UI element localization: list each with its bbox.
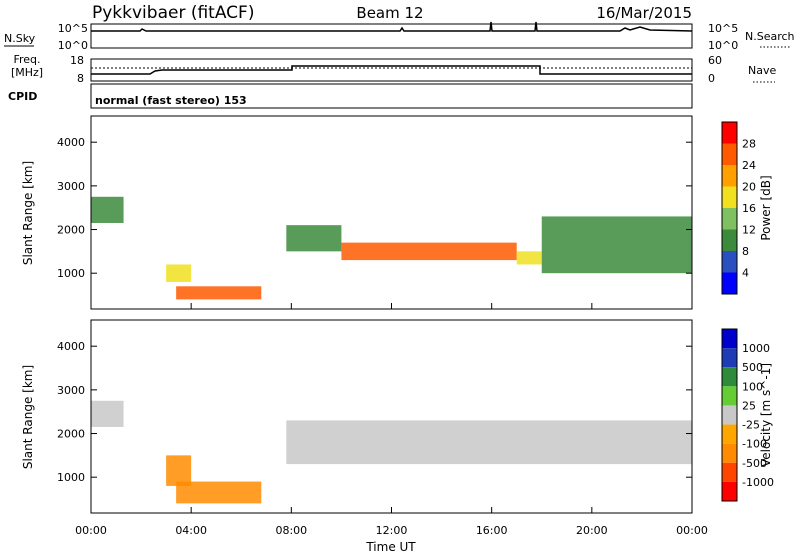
nave-tick-low: 0 [708, 72, 715, 85]
power-colorbar: 28 24 20 16 12 8 4 [722, 122, 756, 294]
power-colorbar-frame [721, 121, 738, 295]
velocity-colorbar-tick: -500 [742, 457, 767, 470]
velocity-colorbar-swatch [722, 367, 737, 387]
power-colorbar-tick: 16 [742, 202, 756, 215]
y-tick-label: 2000 [57, 224, 85, 237]
velocity-colorbar-tick: -100 [742, 438, 767, 451]
velocity-colorbar-swatch [722, 329, 737, 349]
power-y-axis-label: Slant Range [km] [21, 161, 35, 265]
power-echo-band [176, 286, 262, 300]
power-colorbar-label: Power [dB] [759, 175, 773, 240]
cpid-label: CPID [8, 90, 37, 103]
velocity-colorbar-tick: -25 [742, 419, 760, 432]
power-colorbar-tick: 8 [742, 245, 749, 258]
freq-tick-high: 18 [70, 54, 84, 67]
freq-panel-frame [90, 58, 693, 82]
power-colorbar-tick: 4 [742, 267, 749, 280]
power-y-axis: 1000 2000 3000 4000 [57, 136, 692, 280]
power-colorbar-tick: 28 [742, 138, 756, 151]
noise-panel-frame [90, 23, 693, 49]
power-colorbar-swatch [722, 143, 737, 165]
velocity-y-axis-label: Slant Range [km] [21, 365, 35, 469]
cpid-panel-frame [90, 83, 693, 109]
noise-tick-right-high: 10^5 [708, 22, 738, 35]
velocity-colorbar-swatch [722, 348, 737, 368]
velocity-echo-band [176, 481, 262, 504]
nsky-trace [91, 21, 693, 32]
velocity-colorbar-tick: -1000 [742, 476, 774, 489]
freq-unit-label: [MHz] [11, 66, 43, 79]
velocity-colorbar-swatch [722, 462, 737, 482]
velocity-echo-band [91, 400, 124, 427]
beam-label: Beam 12 [356, 4, 423, 22]
cpid-text: normal (fast stereo) 153 [95, 94, 247, 107]
power-panel: 1000 2000 3000 4000 Slant Range [km] [21, 115, 693, 310]
noise-tick-left-low: 10^0 [58, 39, 88, 52]
velocity-colorbar-tick: 100 [742, 380, 763, 393]
velocity-colorbar-swatch [722, 424, 737, 444]
power-colorbar-swatch [722, 208, 737, 230]
power-echo-band [341, 242, 517, 261]
velocity-echo-layer [91, 400, 692, 504]
freq-label: Freq. [13, 53, 40, 66]
power-colorbar-tick: 12 [742, 224, 756, 237]
velocity-y-axis: 1000 2000 3000 4000 [57, 340, 692, 484]
nsky-label: N.Sky [4, 32, 36, 45]
velocity-colorbar-tick: 500 [742, 361, 763, 374]
date-label: 16/Mar/2015 [596, 4, 692, 22]
power-colorbar-swatch [722, 251, 737, 273]
power-echo-layer [91, 196, 692, 300]
velocity-echo-band [286, 420, 692, 465]
freq-trace [91, 65, 692, 75]
freq-tick-low: 8 [77, 72, 84, 85]
velocity-colorbar-swatch [722, 405, 737, 425]
velocity-colorbar-tick: 1000 [742, 342, 770, 355]
power-colorbar-tick: 20 [742, 181, 756, 194]
power-colorbar-swatch [722, 229, 737, 251]
x-tick-label: 08:00 [275, 524, 307, 537]
power-colorbar-swatch [722, 165, 737, 187]
power-colorbar-swatch [722, 272, 737, 294]
power-colorbar-tick: 24 [742, 159, 756, 172]
velocity-colorbar: 1000 500 100 25 -25 -100 -500 -1000 [722, 329, 774, 501]
y-tick-label: 3000 [57, 180, 85, 193]
noise-tick-right-low: 10^0 [708, 39, 738, 52]
y-tick-label: 3000 [57, 384, 85, 397]
velocity-colorbar-swatch [722, 443, 737, 463]
power-echo-band [286, 225, 342, 252]
x-tick-label: 16:00 [476, 524, 508, 537]
velocity-colorbar-frame [721, 328, 738, 502]
power-colorbar-swatch [722, 122, 737, 144]
power-echo-band [516, 251, 542, 265]
y-tick-label: 4000 [57, 136, 85, 149]
x-tick-label: 00:00 [75, 524, 107, 537]
power-echo-band [91, 196, 124, 223]
x-tick-label: 04:00 [175, 524, 207, 537]
y-tick-label: 1000 [57, 267, 85, 280]
nsearch-label: N.Search [745, 30, 795, 43]
velocity-colorbar-tick: 25 [742, 399, 756, 412]
figure-title: Pykkvibaer (fitACF) [92, 3, 254, 23]
x-tick-label: 00:00 [676, 524, 708, 537]
velocity-colorbar-label: Velocity [m s^-1] [759, 363, 773, 467]
nave-tick-high: 60 [708, 54, 722, 67]
power-echo-band [166, 264, 192, 282]
x-tick-label: 12:00 [376, 524, 408, 537]
x-tick-label: 20:00 [576, 524, 608, 537]
velocity-colorbar-swatch [722, 481, 737, 501]
velocity-colorbar-swatch [722, 386, 737, 406]
power-colorbar-swatch [722, 186, 737, 208]
velocity-panel: 1000 2000 3000 4000 00:00 04:00 08:00 12:00 16:… [21, 303, 708, 554]
noise-tick-left-high: 10^5 [58, 22, 88, 35]
time-axis: 00:00 04:00 08:00 12:00 16:00 20:00 00:00 [75, 303, 708, 537]
y-tick-label: 2000 [57, 428, 85, 441]
nave-label: Nave [748, 64, 776, 77]
time-axis-label: Time UT [365, 540, 416, 554]
velocity-echo-band [166, 455, 192, 486]
y-tick-label: 1000 [57, 471, 85, 484]
power-echo-band [541, 216, 692, 274]
y-tick-label: 4000 [57, 340, 85, 353]
